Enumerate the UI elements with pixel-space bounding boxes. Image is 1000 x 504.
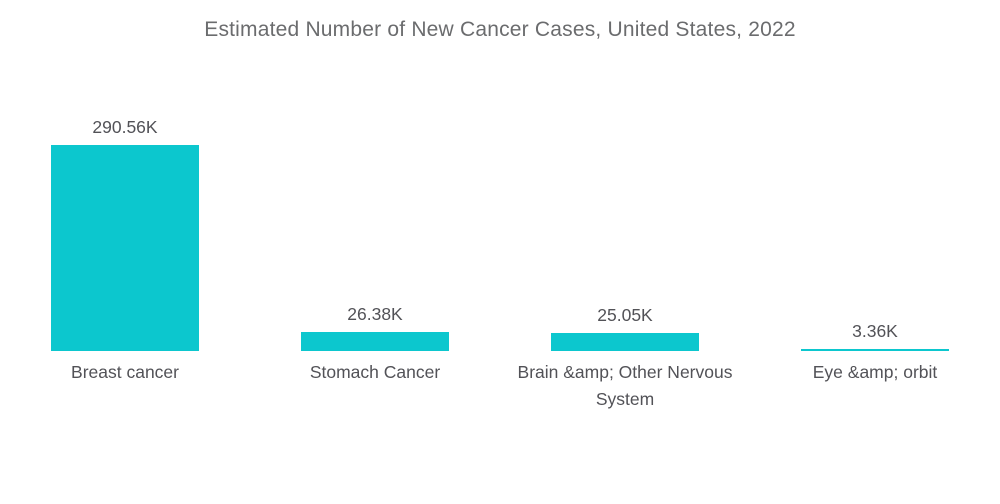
- chart-title: Estimated Number of New Cancer Cases, Un…: [204, 18, 796, 41]
- category-label: Stomach Cancer: [309, 362, 441, 382]
- bar: [801, 348, 949, 351]
- bar: [551, 333, 699, 351]
- bar-group: 25.05K: [500, 100, 750, 351]
- bar-group: 3.36K: [750, 100, 1000, 351]
- bar-group: 26.38K: [250, 100, 500, 351]
- bar-value-label: 26.38K: [347, 304, 403, 325]
- bar-value-label: 25.05K: [597, 305, 653, 326]
- bar-value-label: 3.36K: [852, 320, 898, 341]
- bar-value-label: 290.56K: [92, 117, 158, 137]
- bar: [51, 145, 199, 351]
- bar-group: 290.56K: [0, 100, 250, 351]
- category-label: Eye &amp; orbit: [812, 362, 938, 382]
- bar: [301, 332, 449, 351]
- plot-area: 290.56K 26.38K 25.05K 3.36K: [0, 100, 1000, 351]
- category-axis: Breast cancer Stomach Cancer Brain &amp;…: [0, 359, 1000, 413]
- category-label: Breast cancer: [71, 362, 179, 382]
- category-label: Brain &amp; Other Nervous System: [517, 362, 733, 409]
